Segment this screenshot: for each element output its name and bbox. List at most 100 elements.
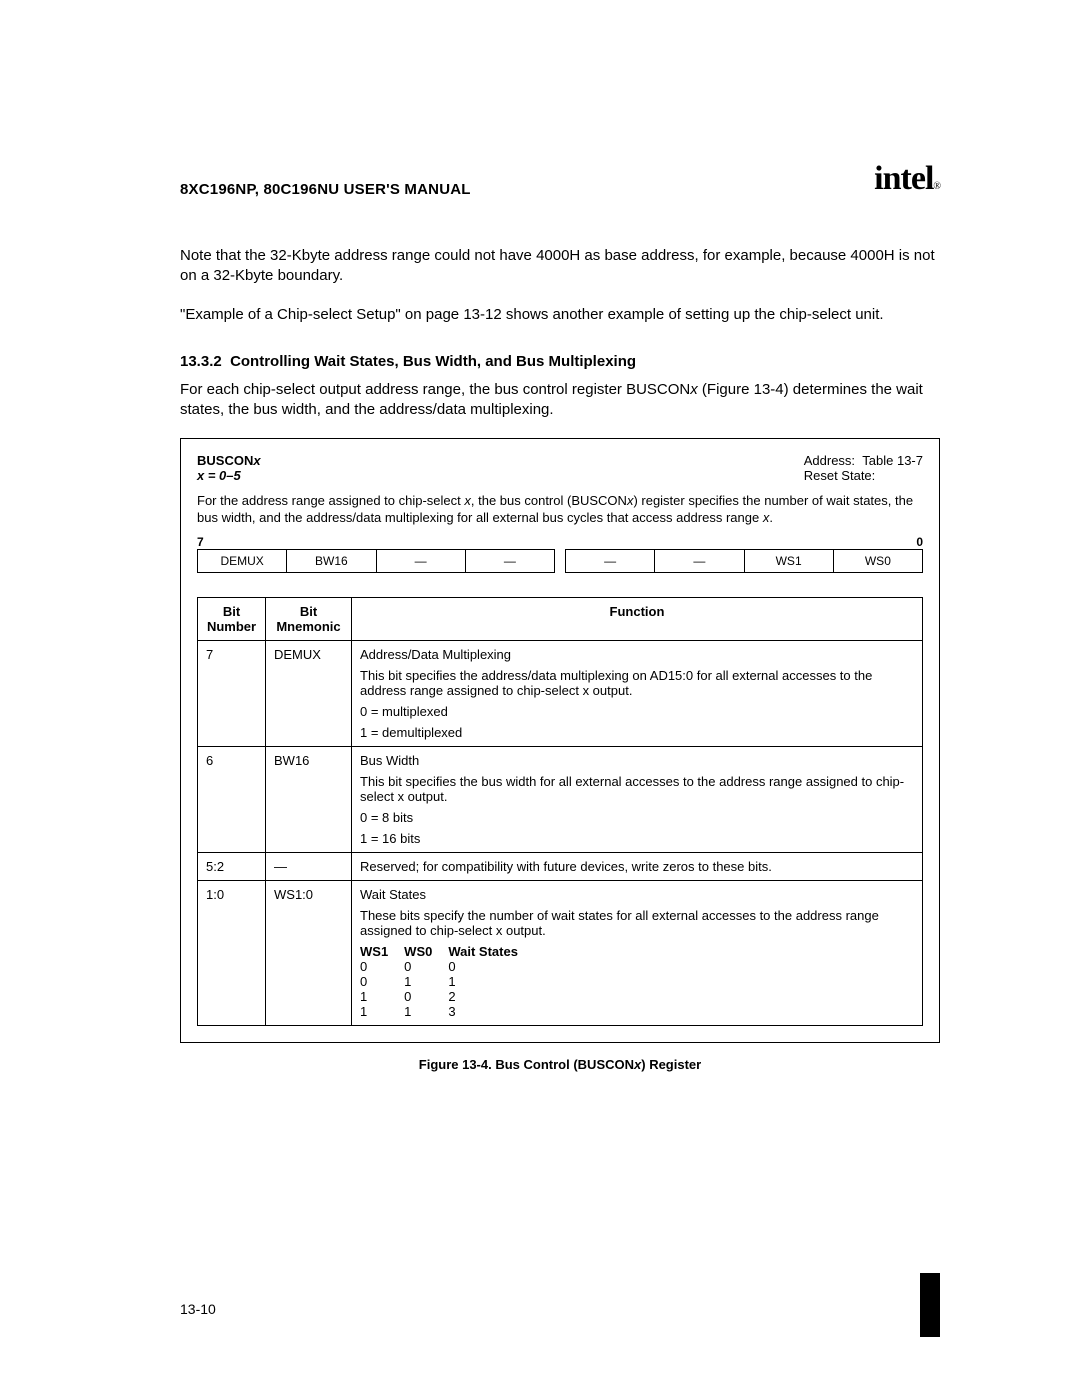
func-opt1: 1 = 16 bits xyxy=(360,831,914,846)
paragraph-1: Note that the 32-Kbyte address range cou… xyxy=(180,246,940,287)
bit-field-row: DEMUX BW16 — — — — WS1 WS0 xyxy=(197,549,923,573)
table-row: 5:2 — Reserved; for compatibility with f… xyxy=(198,853,923,881)
cell-mnem: DEMUX xyxy=(266,641,352,747)
cell-mnem: — xyxy=(266,853,352,881)
p3-x: x xyxy=(690,381,698,398)
manual-title: 8XC196NP, 80C196NU USER'S MANUAL xyxy=(180,181,471,198)
page-header: 8XC196NP, 80C196NU USER'S MANUAL intel® xyxy=(180,160,940,198)
cell-num: 5:2 xyxy=(198,853,266,881)
register-addr-block: Address: Table 13-7 Reset State: xyxy=(804,453,923,483)
ws-c: 0 xyxy=(404,989,448,1004)
section-title: Controlling Wait States, Bus Width, and … xyxy=(230,353,636,370)
ws-row: 102 xyxy=(360,989,534,1004)
th-function: Function xyxy=(352,598,923,641)
page-edge-tab-icon xyxy=(920,1273,940,1337)
func-title: Address/Data Multiplexing xyxy=(360,647,914,662)
th-bit-number: Bit Number xyxy=(198,598,266,641)
ws-c: 1 xyxy=(448,974,534,989)
table-row: 1:0 WS1:0 Wait States These bits specify… xyxy=(198,881,923,1026)
ws-row: 000 xyxy=(360,959,534,974)
ws-c: 1 xyxy=(360,989,404,1004)
cell-num: 7 xyxy=(198,641,266,747)
table-row: 7 DEMUX Address/Data Multiplexing This b… xyxy=(198,641,923,747)
register-box: BUSCONx x = 0–5 Address: Table 13-7 Rese… xyxy=(180,438,940,1043)
ws-c: 0 xyxy=(360,959,404,974)
ws-c: 1 xyxy=(360,1004,404,1019)
table-row: 6 BW16 Bus Width This bit specifies the … xyxy=(198,747,923,853)
page-number: 13-10 xyxy=(180,1301,216,1317)
cell-mnem: WS1:0 xyxy=(266,881,352,1026)
section-heading: 13.3.2 Controlling Wait States, Bus Widt… xyxy=(180,353,940,370)
func-text: This bit specifies the bus width for all… xyxy=(360,774,914,804)
paragraph-2: "Example of a Chip-select Setup" on page… xyxy=(180,305,940,325)
ws-c: 1 xyxy=(404,1004,448,1019)
ws-h0: WS1 xyxy=(360,944,404,959)
ws-c: 0 xyxy=(404,959,448,974)
register-description: For the address range assigned to chip-s… xyxy=(197,493,923,527)
cell-func: Reserved; for compatibility with future … xyxy=(352,853,923,881)
bit-lo: 0 xyxy=(916,535,923,549)
table-header-row: Bit Number Bit Mnemonic Function xyxy=(198,598,923,641)
ws-c: 2 xyxy=(448,989,534,1004)
func-title: Bus Width xyxy=(360,753,914,768)
func-text: These bits specify the number of wait st… xyxy=(360,908,914,938)
p3-a: For each chip-select output address rang… xyxy=(180,381,690,398)
th-bit-mnemonic: Bit Mnemonic xyxy=(266,598,352,641)
ws-h2: Wait States xyxy=(448,944,534,959)
bit-2: — xyxy=(655,549,744,573)
intel-logo: intel® xyxy=(874,160,940,198)
bit-6: BW16 xyxy=(287,549,376,573)
func-opt0: 0 = multiplexed xyxy=(360,704,914,719)
cell-num: 1:0 xyxy=(198,881,266,1026)
logo-text: intel xyxy=(874,160,933,197)
rd-b: , the bus control (BUSCON xyxy=(471,493,627,508)
cell-mnem: BW16 xyxy=(266,747,352,853)
function-table: Bit Number Bit Mnemonic Function 7 DEMUX… xyxy=(197,597,923,1026)
func-text: Reserved; for compatibility with future … xyxy=(360,859,914,874)
addr-label: Address: xyxy=(804,453,855,468)
bit-hi: 7 xyxy=(197,535,204,549)
ws-c: 3 xyxy=(448,1004,534,1019)
bit-3: — xyxy=(565,549,655,573)
cell-func: Address/Data Multiplexing This bit speci… xyxy=(352,641,923,747)
cell-func: Bus Width This bit specifies the bus wid… xyxy=(352,747,923,853)
addr-value: Table 13-7 xyxy=(862,453,923,468)
reg-range: x = 0–5 xyxy=(197,468,261,483)
reg-name: BUSCON xyxy=(197,453,253,468)
bit-7: DEMUX xyxy=(197,549,287,573)
bit-index-row: 7 0 xyxy=(197,535,923,549)
fig-suffix: ) Register xyxy=(641,1057,701,1072)
bit-group-high: DEMUX BW16 — — xyxy=(197,549,555,573)
func-opt1: 1 = demultiplexed xyxy=(360,725,914,740)
section-number: 13.3.2 xyxy=(180,353,222,370)
bit-0: WS0 xyxy=(834,549,923,573)
ws-row: 113 xyxy=(360,1004,534,1019)
cell-num: 6 xyxy=(198,747,266,853)
ws-row: 011 xyxy=(360,974,534,989)
bit-4: — xyxy=(466,549,555,573)
reg-name-x: x xyxy=(253,453,260,468)
rd-a: For the address range assigned to chip-s… xyxy=(197,493,464,508)
reset-label: Reset State: xyxy=(804,468,923,483)
bit-5: — xyxy=(377,549,466,573)
figure-caption: Figure 13-4. Bus Control (BUSCONx) Regis… xyxy=(180,1057,940,1072)
page: 8XC196NP, 80C196NU USER'S MANUAL intel® … xyxy=(0,0,1080,1397)
fig-prefix: Figure 13-4. Bus Control (BUSCON xyxy=(419,1057,634,1072)
func-opt0: 0 = 8 bits xyxy=(360,810,914,825)
func-text: This bit specifies the address/data mult… xyxy=(360,668,914,698)
cell-func: Wait States These bits specify the numbe… xyxy=(352,881,923,1026)
ws-header: WS1 WS0 Wait States xyxy=(360,944,534,959)
bit-group-low: — — WS1 WS0 xyxy=(565,549,923,573)
registered-icon: ® xyxy=(933,181,940,192)
ws-c: 0 xyxy=(448,959,534,974)
ws-c: 0 xyxy=(360,974,404,989)
register-name-block: BUSCONx x = 0–5 xyxy=(197,453,261,483)
ws-h1: WS0 xyxy=(404,944,448,959)
paragraph-3: For each chip-select output address rang… xyxy=(180,380,940,421)
wait-states-table: WS1 WS0 Wait States 000 011 102 113 xyxy=(360,944,534,1019)
rd-d: . xyxy=(769,510,773,525)
register-header: BUSCONx x = 0–5 Address: Table 13-7 Rese… xyxy=(197,453,923,483)
func-title: Wait States xyxy=(360,887,914,902)
ws-c: 1 xyxy=(404,974,448,989)
bit-1: WS1 xyxy=(745,549,834,573)
